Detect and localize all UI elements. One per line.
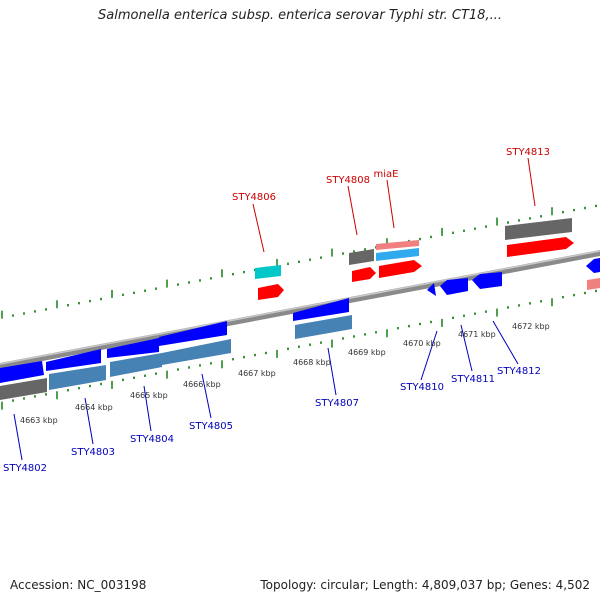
gene-bar-sty4806-red[interactable]: [258, 284, 284, 300]
label-sty4803[interactable]: STY4803: [71, 447, 115, 458]
leader-sty4807: [327, 347, 337, 396]
accession-text: Accession: NC_003198: [10, 578, 147, 592]
scale-labels: 4663 kbp 4664 kbp 4665 kbp 4666 kbp 4667…: [20, 322, 550, 425]
label-sty4810[interactable]: STY4810: [400, 382, 444, 393]
label-sty4812[interactable]: STY4812: [497, 366, 541, 377]
gene-bar-miae-pink[interactable]: [376, 240, 419, 250]
label-sty4802[interactable]: STY4802: [3, 463, 47, 474]
gene-bar-sty4807-steel[interactable]: [295, 315, 352, 339]
label-sty4805[interactable]: STY4805: [189, 421, 233, 432]
gene-labels: STY4806 STY4808 miaE STY4813 STY4802 STY…: [3, 147, 550, 474]
label-sty4808[interactable]: STY4808: [326, 175, 370, 186]
gene-bar-sty4808-gray[interactable]: [349, 249, 374, 265]
leader-sty4802: [13, 413, 23, 461]
gene-bar-sty4813-red[interactable]: [507, 237, 574, 257]
gene-bar-sty4803-blue[interactable]: [46, 349, 101, 371]
label-leaders: [13, 157, 536, 461]
gene-bar-sty4812-blue[interactable]: [472, 272, 502, 289]
label-sty4811[interactable]: STY4811: [451, 374, 495, 385]
gene-bar-sty4807-blue[interactable]: [293, 298, 349, 321]
scale-label-4668: 4668 kbp: [293, 358, 331, 367]
gene-bar-miae-red[interactable]: [379, 260, 422, 278]
scale-label-4665: 4665 kbp: [130, 391, 168, 400]
scale-label-4667: 4667 kbp: [238, 369, 276, 378]
gene-bar-sty4806-cyan[interactable]: [255, 265, 281, 279]
gene-bar-sty4802-gray[interactable]: [0, 378, 47, 400]
leader-sty4804: [143, 385, 152, 432]
leader-sty4805: [201, 373, 212, 419]
gene-bar-sty4808-red[interactable]: [352, 267, 376, 282]
map-title: Salmonella enterica subsp. enterica sero…: [98, 8, 502, 23]
scale-label-4671: 4671 kbp: [458, 330, 496, 339]
gene-bar-miae-skyblue[interactable]: [376, 248, 419, 261]
gene-bar-sty4810-blue[interactable]: [427, 283, 436, 296]
forward-features: [255, 218, 600, 300]
leader-sty4806: [252, 203, 265, 253]
gene-bar-sty4802-blue[interactable]: [0, 361, 44, 383]
topology-text: Topology: circular; Length: 4,809,037 bp…: [260, 578, 590, 592]
scale-label-4672: 4672 kbp: [512, 322, 550, 331]
scale-label-4666: 4666 kbp: [183, 380, 221, 389]
scale-label-4663: 4663 kbp: [20, 416, 58, 425]
gene-bar-sty4805-steel[interactable]: [162, 339, 231, 365]
leader-sty4811: [460, 324, 473, 372]
reverse-features: [0, 258, 600, 400]
gene-bar-sty4813-gray[interactable]: [505, 218, 572, 240]
scale-label-4664: 4664 kbp: [75, 403, 113, 412]
backbone-highlight: [0, 250, 600, 365]
gene-bar-edge-pink[interactable]: [587, 278, 600, 290]
gene-bar-sty4811-blue[interactable]: [440, 278, 468, 295]
scale-label-4669: 4669 kbp: [348, 348, 386, 357]
leader-sty4808: [347, 185, 358, 236]
label-miae[interactable]: miaE: [374, 169, 399, 180]
label-sty4807[interactable]: STY4807: [315, 398, 359, 409]
leader-sty4812: [492, 320, 519, 365]
gene-bar-sty4805-blue[interactable]: [159, 321, 227, 346]
label-sty4813[interactable]: STY4813: [506, 147, 550, 158]
gene-bar-sty4803-steel[interactable]: [49, 365, 106, 390]
gene-bar-sty4804-steel[interactable]: [110, 353, 162, 377]
gene-bar-sty4804-blue[interactable]: [107, 338, 159, 358]
leader-sty4813: [527, 157, 536, 207]
label-sty4804[interactable]: STY4804: [130, 434, 174, 445]
scale-label-4670: 4670 kbp: [403, 339, 441, 348]
leader-sty4810: [420, 330, 438, 381]
leader-sty4803: [84, 397, 94, 445]
label-sty4806[interactable]: STY4806: [232, 192, 276, 203]
leader-miae: [386, 179, 395, 229]
gene-bar-edge-blue[interactable]: [586, 258, 600, 273]
